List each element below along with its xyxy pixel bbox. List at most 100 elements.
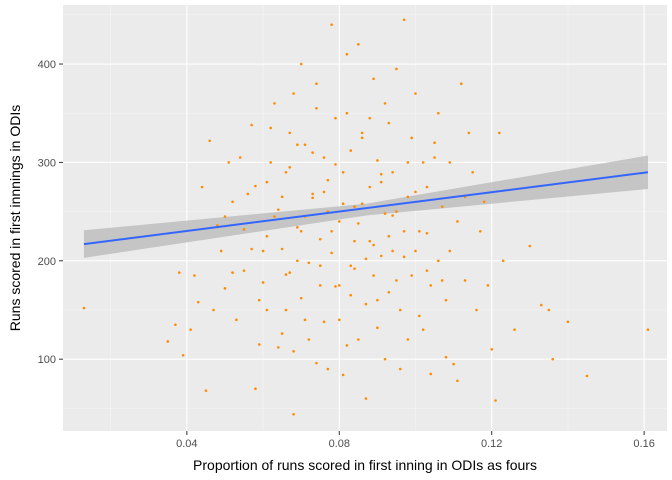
data-point	[227, 161, 231, 164]
data-point	[372, 274, 375, 277]
data-point	[265, 308, 269, 312]
data-point	[345, 344, 349, 347]
data-point	[349, 293, 353, 297]
data-point	[273, 215, 276, 218]
data-point	[357, 222, 360, 225]
points-layer	[82, 18, 650, 416]
data-point	[231, 271, 234, 274]
data-point	[292, 412, 295, 416]
data-point	[242, 269, 246, 272]
data-point	[269, 126, 272, 130]
data-point	[288, 166, 292, 169]
data-point	[280, 247, 284, 251]
data-point	[311, 192, 314, 196]
data-point	[288, 131, 292, 135]
data-point	[528, 244, 532, 248]
data-point	[440, 279, 444, 282]
data-point	[315, 82, 318, 86]
x-tick-label: 0.04	[176, 438, 197, 450]
data-point	[383, 357, 387, 361]
data-point	[406, 161, 410, 164]
data-point	[311, 151, 314, 154]
data-point	[437, 111, 440, 115]
data-point	[376, 298, 379, 302]
data-point	[177, 271, 181, 274]
data-point	[277, 346, 280, 349]
data-point	[387, 121, 391, 125]
data-point	[235, 318, 238, 322]
data-point	[307, 338, 311, 341]
data-point	[326, 367, 330, 371]
data-point	[280, 332, 284, 335]
data-point	[448, 161, 452, 164]
data-point	[315, 107, 318, 110]
data-point	[486, 284, 490, 287]
data-point	[296, 259, 299, 263]
data-point	[223, 287, 227, 290]
data-point	[315, 361, 318, 365]
data-point	[353, 239, 356, 243]
data-point	[257, 343, 261, 346]
data-point	[196, 300, 200, 304]
data-point	[387, 290, 391, 294]
data-point	[292, 92, 295, 95]
data-point	[349, 264, 353, 268]
data-point	[406, 338, 410, 341]
data-point	[261, 249, 265, 253]
data-point	[223, 215, 227, 218]
data-point	[238, 156, 242, 159]
data-point	[284, 308, 288, 312]
data-point	[566, 320, 570, 324]
data-point	[265, 180, 269, 184]
data-point	[585, 374, 589, 378]
y-tick-label: 400	[38, 59, 56, 71]
minor-grid	[63, 5, 667, 431]
data-point	[414, 249, 417, 253]
data-point	[440, 205, 444, 208]
data-point	[360, 136, 364, 140]
data-point	[410, 136, 413, 140]
y-tick-label: 300	[38, 157, 56, 169]
data-point	[166, 340, 170, 343]
data-point	[421, 161, 425, 164]
data-point	[345, 111, 349, 115]
y-axis: 100 200 300 400	[38, 59, 63, 366]
y-tick-label: 200	[38, 256, 56, 268]
major-grid	[63, 5, 667, 431]
data-point	[360, 131, 364, 135]
data-point	[330, 23, 333, 26]
data-point	[418, 314, 421, 318]
data-point	[456, 220, 459, 223]
trend-line	[83, 171, 649, 246]
data-point	[311, 196, 314, 200]
data-point	[345, 52, 349, 56]
data-point	[478, 229, 482, 233]
data-point	[376, 326, 379, 329]
data-point	[368, 239, 372, 243]
x-axis: 0.04 0.08 0.12 0.16	[176, 431, 655, 450]
data-point	[444, 298, 448, 302]
data-point	[482, 200, 486, 204]
data-point	[296, 226, 299, 229]
data-point	[326, 178, 330, 182]
data-point	[341, 373, 345, 377]
data-point	[410, 274, 413, 277]
data-point	[456, 379, 459, 383]
data-point	[318, 284, 322, 287]
data-point	[364, 397, 368, 400]
panel-background	[63, 5, 667, 431]
data-point	[379, 180, 383, 184]
data-point	[444, 355, 448, 359]
data-point	[467, 131, 471, 135]
data-point	[448, 249, 452, 253]
data-point	[212, 308, 215, 312]
data-point	[551, 357, 554, 361]
data-point	[364, 257, 368, 261]
data-point	[265, 234, 269, 238]
data-point	[414, 190, 417, 194]
data-point	[646, 328, 650, 331]
x-tick-label: 0.12	[481, 438, 502, 450]
data-point	[357, 338, 360, 341]
data-point	[277, 208, 280, 211]
